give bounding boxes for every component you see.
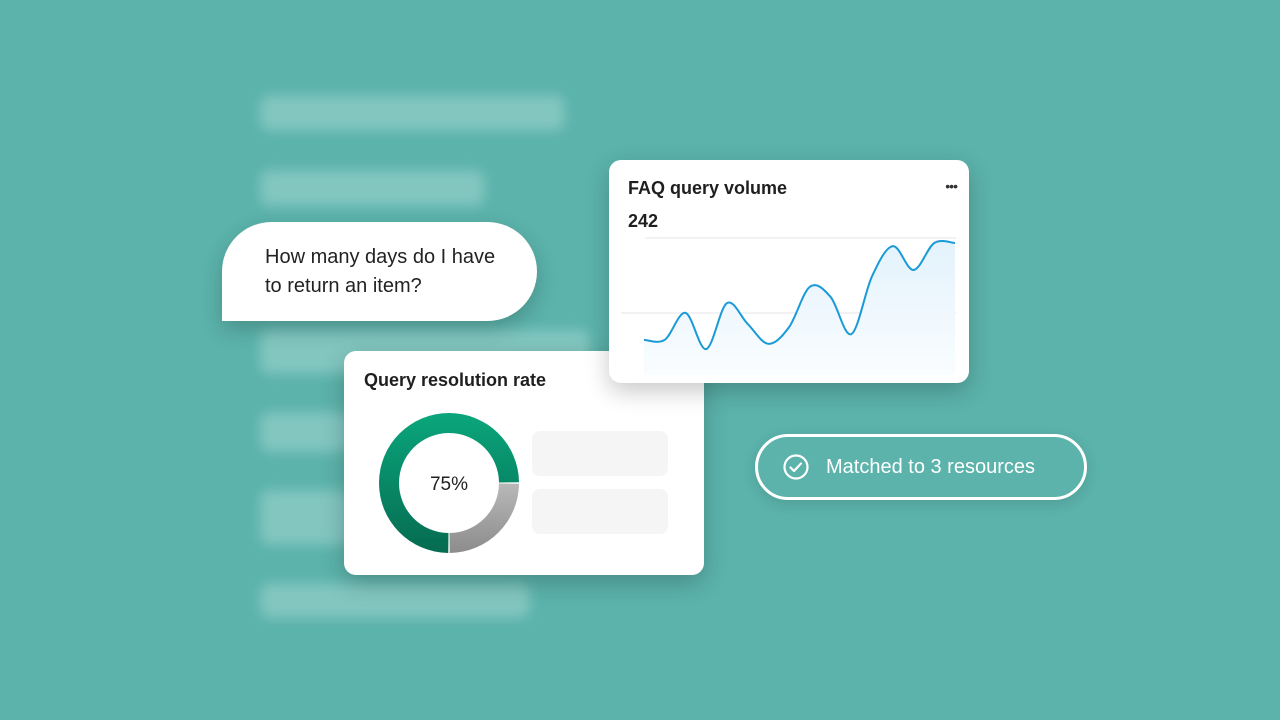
faq-title: FAQ query volume [628,178,788,198]
donut-chart: 75% [378,413,519,553]
donut-center-label: 75% [430,474,468,495]
placeholder-row [532,431,668,476]
matched-resources-pill: Matched to 3 resources [755,434,1087,500]
donut-slice-unresolved [449,483,519,553]
faq-value: 242 [628,211,659,231]
line-series [643,240,956,351]
matched-label: Matched to 3 resources [826,455,1035,478]
bg-placeholder-bar [260,170,485,206]
faq-volume-card: FAQ query volume ••• 242 [609,160,969,383]
bg-placeholder-bar [260,95,565,131]
check-circle-icon [783,454,809,480]
placeholder-row [532,489,668,534]
resolution-card: Query resolution rate 75% [344,351,704,575]
line-area [644,241,955,375]
resolution-title: Query resolution rate [364,370,547,390]
more-options-icon[interactable]: ••• [945,178,958,194]
bg-placeholder-bar [260,490,350,545]
bg-placeholder-bar [260,583,530,618]
chat-bubble: How many days do I have to return an ite… [222,222,537,321]
bg-placeholder-bar [260,412,350,452]
chat-message: How many days do I have to return an ite… [265,246,496,297]
line-chart [621,237,956,375]
